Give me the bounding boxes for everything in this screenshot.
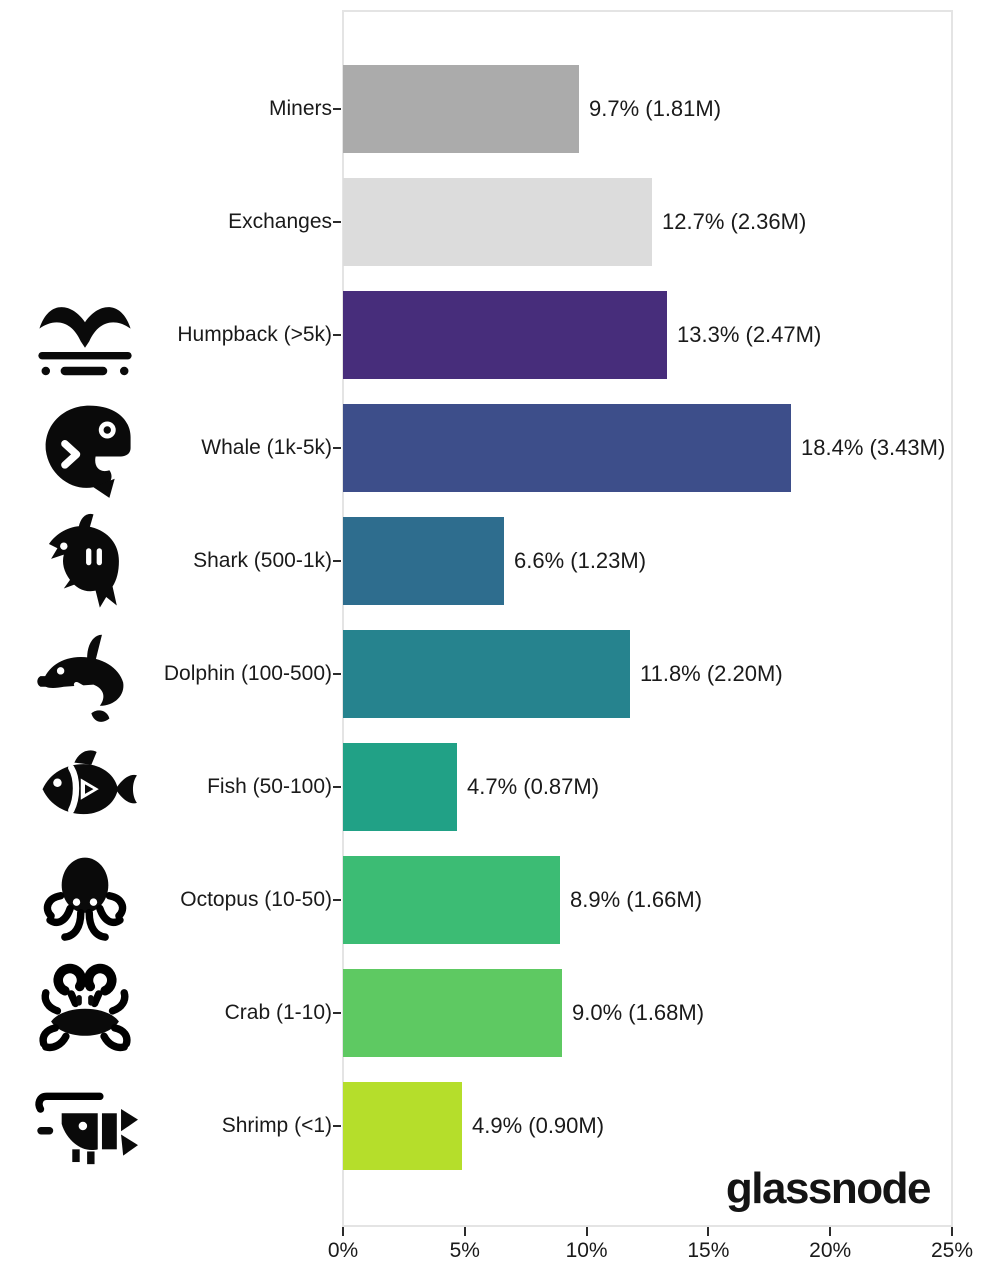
glassnode-logo: glassnode (725, 1164, 932, 1213)
bar-value-label: 13.3% (2.47M) (677, 322, 822, 347)
x-tick-label: 10% (565, 1239, 608, 1262)
x-tick-label: 5% (449, 1239, 480, 1262)
y-tick (333, 786, 341, 788)
y-tick (333, 108, 341, 110)
category-label: Dolphin (100-500) (163, 662, 332, 685)
x-tick (951, 1227, 953, 1236)
bar-value-label: 18.4% (3.43M) (801, 435, 946, 460)
x-tick-label: 15% (687, 1239, 730, 1262)
y-tick (333, 447, 341, 449)
x-tick (342, 1227, 344, 1236)
category-label: Exchanges (228, 210, 332, 233)
bar-fish-50-100 (343, 743, 457, 831)
category-label: Crab (1-10) (224, 1001, 332, 1024)
category-label: Shrimp (<1) (221, 1114, 332, 1137)
y-tick (333, 1012, 341, 1014)
bar-whale-1k-5k (343, 404, 791, 492)
category-label: Humpback (>5k) (177, 323, 332, 346)
bar-value-label: 4.7% (0.87M) (467, 774, 600, 799)
x-tick (707, 1227, 710, 1236)
bar-value-label: 8.9% (1.66M) (570, 887, 703, 912)
bar-value-label: 4.9% (0.90M) (472, 1113, 605, 1138)
whale-tail-icon (25, 282, 145, 388)
bar-value-label: 12.7% (2.36M) (662, 209, 807, 234)
bar-value-label: 6.6% (1.23M) (514, 548, 647, 573)
crab-icon (25, 960, 145, 1066)
x-tick (463, 1227, 466, 1236)
category-label: Fish (50-100) (207, 775, 332, 798)
bar-shrimp-1 (343, 1082, 462, 1170)
octopus-icon (25, 847, 145, 953)
bar-value-label: 11.8% (2.20M) (640, 661, 783, 686)
y-tick (333, 560, 341, 562)
dolphin-icon (25, 621, 145, 727)
x-tick (585, 1227, 588, 1236)
y-tick (333, 899, 341, 901)
shrimp-icon (25, 1073, 145, 1179)
x-tick-label: 20% (809, 1239, 852, 1262)
category-label: Miners (268, 97, 332, 120)
bar-value-label: 9.0% (1.68M) (572, 1000, 705, 1025)
category-label: Shark (500-1k) (193, 549, 332, 572)
x-tick-label: 25% (930, 1239, 974, 1262)
bar-exchanges (343, 178, 652, 266)
bar-miners (343, 65, 579, 153)
y-tick (333, 673, 341, 675)
y-tick (333, 1125, 341, 1127)
y-tick (333, 221, 341, 223)
category-label: Octopus (10-50) (180, 888, 332, 911)
bar-dolphin-100-500 (343, 630, 630, 718)
bar-humpback-5k (343, 291, 667, 379)
bar-value-label: 9.7% (1.81M) (589, 96, 722, 121)
bar-shark-500-1k (343, 517, 504, 605)
x-tick-label: 0% (327, 1239, 359, 1262)
whale-icon (25, 395, 145, 501)
shark-icon (25, 508, 145, 614)
bar-octopus-10-50 (343, 856, 560, 944)
x-tick (829, 1227, 832, 1236)
category-label: Whale (1k-5k) (201, 436, 332, 459)
bar-crab-1-10 (343, 969, 562, 1057)
fish-icon (25, 734, 145, 840)
y-tick (333, 334, 341, 336)
